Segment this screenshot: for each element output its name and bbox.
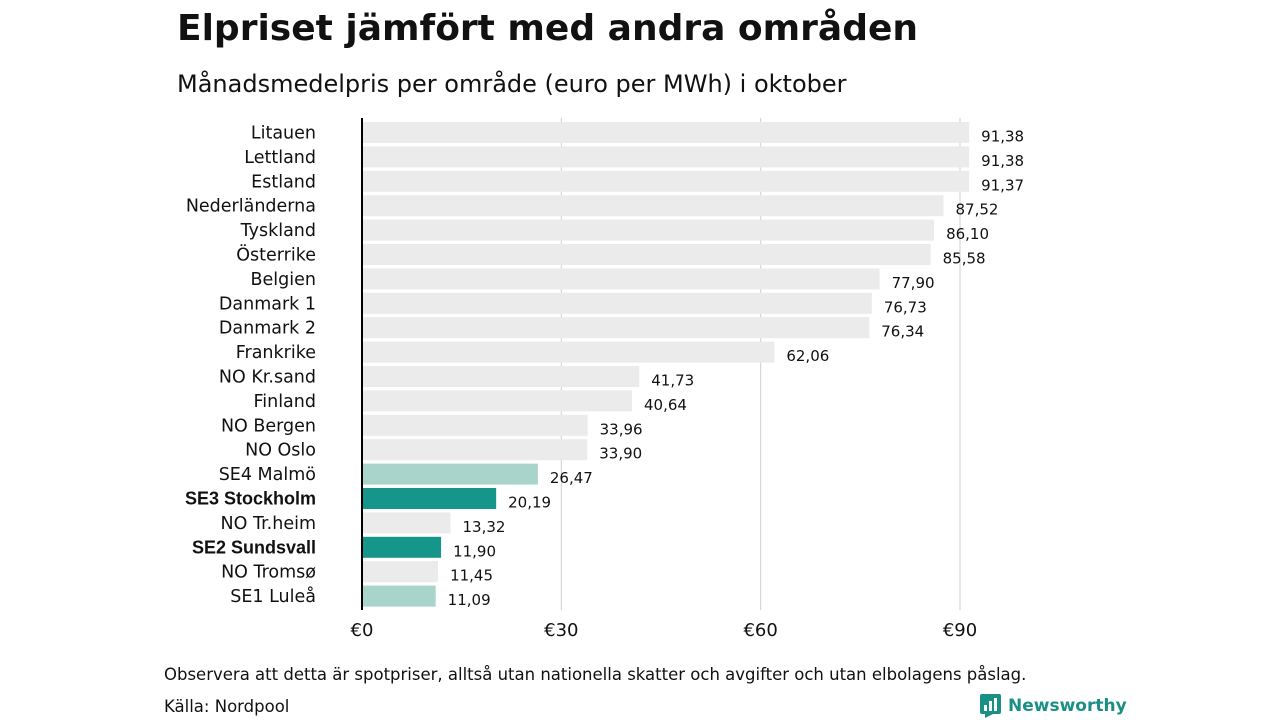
value-label: 91,38 xyxy=(981,128,1024,146)
category-label: NO Bergen xyxy=(221,416,316,436)
bar xyxy=(362,195,944,217)
value-label: 11,90 xyxy=(453,542,496,560)
bar xyxy=(362,414,588,436)
chart-subtitle: Månadsmedelpris per område (euro per MWh… xyxy=(177,70,847,98)
bar xyxy=(362,341,775,363)
category-label: Lettland xyxy=(244,148,316,168)
bar xyxy=(362,170,970,192)
bar xyxy=(362,536,442,558)
category-label: SE4 Malmö xyxy=(219,465,316,485)
value-label: 13,32 xyxy=(463,518,506,536)
x-tick-label: €90 xyxy=(943,620,977,641)
category-label: Österrike xyxy=(236,244,316,266)
footnote: Observera att detta är spotpriser, allts… xyxy=(164,665,1027,684)
newsworthy-icon xyxy=(980,694,1001,718)
category-label: NO Tromsø xyxy=(221,563,316,583)
bar xyxy=(362,561,439,583)
value-label: 87,52 xyxy=(956,201,999,219)
value-label: 33,90 xyxy=(599,445,642,463)
bar xyxy=(362,390,633,412)
brand-logo: Newsworthy xyxy=(980,694,1127,718)
category-label: NO Kr.sand xyxy=(219,368,316,388)
bar xyxy=(362,439,588,461)
value-label: 11,45 xyxy=(450,567,493,585)
category-label: Danmark 2 xyxy=(219,319,316,339)
source-label: Källa: Nordpool xyxy=(164,697,290,716)
category-label: Finland xyxy=(253,392,316,412)
bar xyxy=(362,244,931,265)
bar xyxy=(362,219,935,241)
value-label: 77,90 xyxy=(892,274,935,292)
value-label: 26,47 xyxy=(550,469,593,487)
category-label: Belgien xyxy=(251,270,316,290)
x-tick-label: €60 xyxy=(743,620,777,641)
bar xyxy=(362,268,880,290)
brand-name: Newsworthy xyxy=(1008,696,1127,716)
value-label: 33,96 xyxy=(600,420,643,438)
value-label: 41,73 xyxy=(651,372,694,390)
bar xyxy=(362,146,970,168)
category-label: Nederländerna xyxy=(186,197,316,217)
category-label: NO Oslo xyxy=(245,441,316,461)
category-label: Litauen xyxy=(251,124,316,144)
category-label: SE3 Stockholm xyxy=(185,489,316,509)
value-label: 20,19 xyxy=(508,494,551,512)
category-label: SE1 Luleå xyxy=(230,586,316,607)
category-label: Frankrike xyxy=(236,343,316,363)
bar xyxy=(362,292,872,314)
bar xyxy=(362,463,538,485)
value-label: 86,10 xyxy=(946,225,989,243)
bar-chart: Litauen 91,38 Lettland 91,38 Estland 91,37 Ned… xyxy=(185,118,1024,641)
bar xyxy=(362,585,436,607)
bar xyxy=(362,317,870,339)
bar xyxy=(362,512,451,534)
category-label: Tyskland xyxy=(240,221,316,241)
x-tick-label: €0 xyxy=(351,620,374,641)
bar xyxy=(362,122,970,143)
x-tick-label: €30 xyxy=(544,620,578,641)
value-label: 85,58 xyxy=(943,250,986,268)
value-label: 76,73 xyxy=(884,298,927,316)
value-label: 76,34 xyxy=(881,323,924,341)
category-label: Danmark 1 xyxy=(219,294,316,314)
value-label: 91,38 xyxy=(981,152,1024,170)
category-label: NO Tr.heim xyxy=(221,514,316,534)
chart-title: Elpriset jämfört med andra områden xyxy=(177,8,919,49)
value-label: 91,37 xyxy=(981,176,1024,194)
category-label: Estland xyxy=(251,172,316,192)
value-label: 62,06 xyxy=(786,347,829,365)
category-label: SE2 Sundsvall xyxy=(192,537,316,557)
value-label: 40,64 xyxy=(644,396,687,414)
value-label: 11,09 xyxy=(448,591,491,609)
bar xyxy=(362,366,640,387)
bar xyxy=(362,488,497,509)
